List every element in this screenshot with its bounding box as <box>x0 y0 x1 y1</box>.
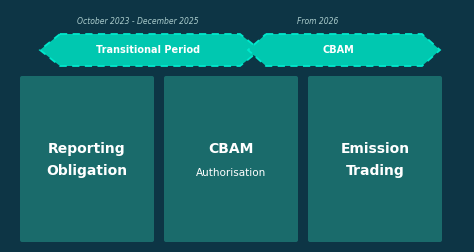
Text: Reporting: Reporting <box>48 142 126 156</box>
Text: CBAM: CBAM <box>208 142 254 156</box>
FancyBboxPatch shape <box>164 76 298 242</box>
Text: October 2023 - December 2025: October 2023 - December 2025 <box>77 17 199 26</box>
Text: Authorisation: Authorisation <box>196 168 266 178</box>
Text: CBAM: CBAM <box>322 45 354 55</box>
Polygon shape <box>40 34 260 66</box>
Polygon shape <box>248 34 440 66</box>
Text: Transitional Period: Transitional Period <box>96 45 200 55</box>
Text: Emission: Emission <box>340 142 410 156</box>
FancyBboxPatch shape <box>20 76 154 242</box>
Text: Trading: Trading <box>346 164 404 178</box>
FancyBboxPatch shape <box>308 76 442 242</box>
Text: From 2026: From 2026 <box>297 17 339 26</box>
Text: Obligation: Obligation <box>46 164 128 178</box>
